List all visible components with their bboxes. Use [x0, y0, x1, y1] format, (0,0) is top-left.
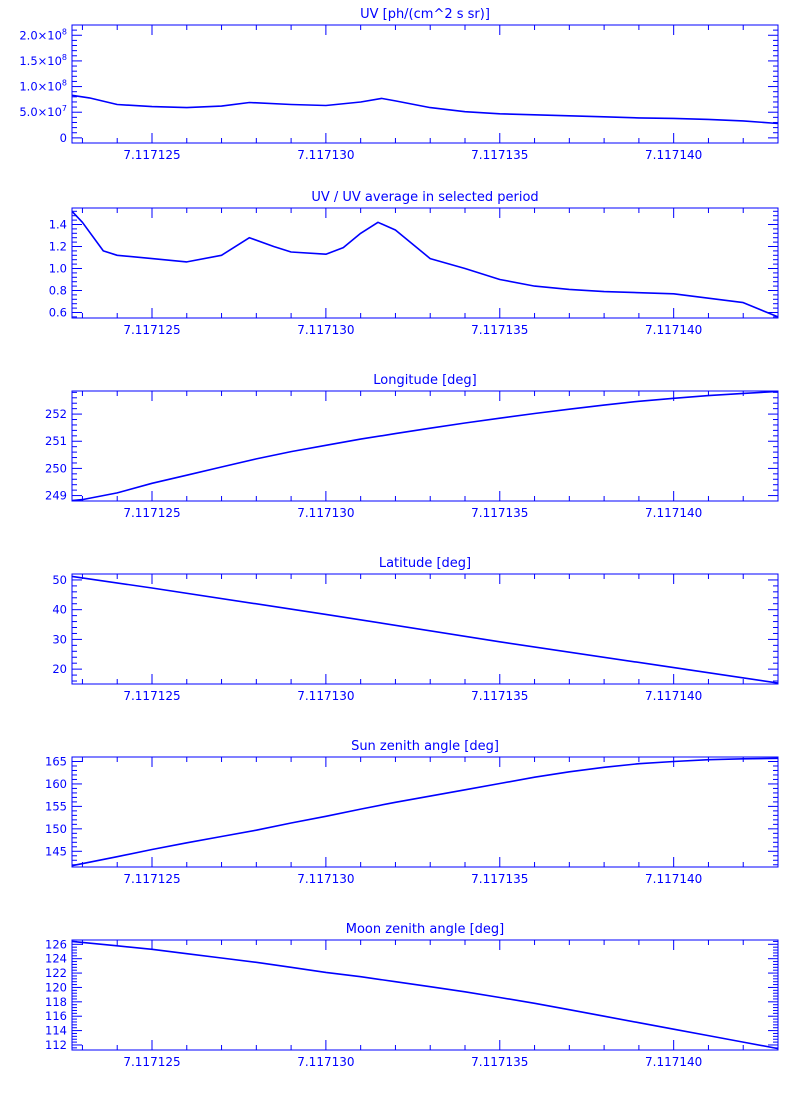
x-tick-label: 7.117140 [645, 323, 702, 337]
series-line [71, 757, 779, 867]
x-tick-label: 7.117135 [471, 506, 528, 520]
x-tick-label: 7.117125 [123, 872, 180, 886]
uv-ratio-panel: UV / UV average in selected period 7.1171… [49, 190, 779, 337]
y-tick-label: 50 [52, 573, 67, 587]
y-tick-label: 124 [45, 952, 67, 966]
x-tick-label: 7.117125 [123, 323, 180, 337]
y-tick-label: 112 [45, 1038, 67, 1052]
y-tick-label: 122 [45, 966, 67, 980]
uv-panel: UV [ph/(cm^2 s sr)] 7.117125 7.117130 7.117… [19, 7, 779, 162]
x-tick-label: 7.117135 [471, 689, 528, 703]
chart-title: UV / UV average in selected period [311, 190, 538, 205]
x-tick-label: 7.117140 [645, 1055, 702, 1069]
y-tick-label: 252 [45, 407, 67, 421]
y-tick-label: 1.4 [49, 218, 67, 232]
x-tick-label: 7.117135 [471, 323, 528, 337]
y-tick-label: 126 [45, 937, 67, 951]
x-tick-label: 7.117140 [645, 148, 702, 162]
x-tick-label: 7.117135 [471, 148, 528, 162]
longitude-panel: Longitude [deg] 7.117125 7.117130 7.117135 7… [45, 373, 779, 520]
x-tick-label: 7.117130 [297, 323, 354, 337]
y-tick-label: 0.8 [49, 284, 67, 298]
plot-frame [71, 390, 779, 502]
y-tick-label: 30 [52, 632, 67, 646]
y-tick-label: 155 [45, 799, 67, 813]
y-tick-label: 20 [52, 662, 67, 676]
chart-title: Latitude [deg] [379, 556, 471, 571]
plot-frame [71, 207, 779, 319]
x-tick-label: 7.117140 [645, 506, 702, 520]
y-tick-label: 250 [45, 461, 67, 475]
sun-zenith-panel: Sun zenith angle [deg] 7.117125 7.117130 7.… [45, 739, 779, 886]
y-tick-label: 150 [45, 822, 67, 836]
y-tick-label: 249 [45, 489, 67, 503]
y-tick-label: 0 [60, 131, 67, 145]
y-tick-label: 251 [45, 434, 67, 448]
y-tick-label: 1.5×108 [19, 53, 67, 68]
x-tick-label: 7.117135 [471, 1055, 528, 1069]
series-line [71, 210, 779, 318]
y-tick-label: 0.6 [49, 306, 67, 320]
x-tick-label: 7.117135 [471, 872, 528, 886]
plot-frame [71, 939, 779, 1051]
x-tick-label: 7.117130 [297, 506, 354, 520]
y-tick-label: 160 [45, 777, 67, 791]
x-tick-label: 7.117125 [123, 506, 180, 520]
x-tick-label: 7.117130 [297, 1055, 354, 1069]
chart-title: Longitude [deg] [373, 373, 476, 388]
y-tick-label: 116 [45, 1009, 67, 1023]
x-tick-label: 7.117130 [297, 872, 354, 886]
y-tick-label: 114 [45, 1024, 67, 1038]
moon-zenith-panel: Moon zenith angle [deg] 7.117125 7.117130 7… [45, 922, 779, 1069]
y-tick-label: 120 [45, 980, 67, 994]
y-tick-label: 1.0 [49, 262, 67, 276]
x-tick-label: 7.117130 [297, 689, 354, 703]
y-tick-label: 165 [45, 754, 67, 768]
latitude-panel: Latitude [deg] 7.117125 7.117130 7.117135 7.… [52, 556, 779, 703]
x-tick-label: 7.117130 [297, 148, 354, 162]
x-tick-label: 7.117125 [123, 148, 180, 162]
y-tick-label: 5.0×107 [19, 104, 67, 119]
y-tick-label: 40 [52, 603, 67, 617]
series-line [71, 390, 779, 502]
plot-frame [71, 756, 779, 868]
y-tick-label: 1.0×108 [19, 79, 67, 94]
series-line [71, 940, 779, 1050]
y-tick-label: 118 [45, 995, 67, 1009]
y-tick-label: 2.0×108 [19, 27, 67, 42]
chart-title: UV [ph/(cm^2 s sr)] [360, 7, 490, 22]
y-tick-label: 1.2 [49, 240, 67, 254]
x-tick-label: 7.117125 [123, 1055, 180, 1069]
x-tick-label: 7.117140 [645, 872, 702, 886]
series-line [71, 94, 779, 125]
chart-title: Sun zenith angle [deg] [351, 739, 499, 754]
plot-frame [71, 573, 779, 685]
series-line [71, 575, 779, 684]
x-tick-label: 7.117125 [123, 689, 180, 703]
plot-frame [71, 24, 779, 144]
y-tick-label: 145 [45, 844, 67, 858]
x-tick-label: 7.117140 [645, 689, 702, 703]
chart-title: Moon zenith angle [deg] [346, 922, 504, 937]
